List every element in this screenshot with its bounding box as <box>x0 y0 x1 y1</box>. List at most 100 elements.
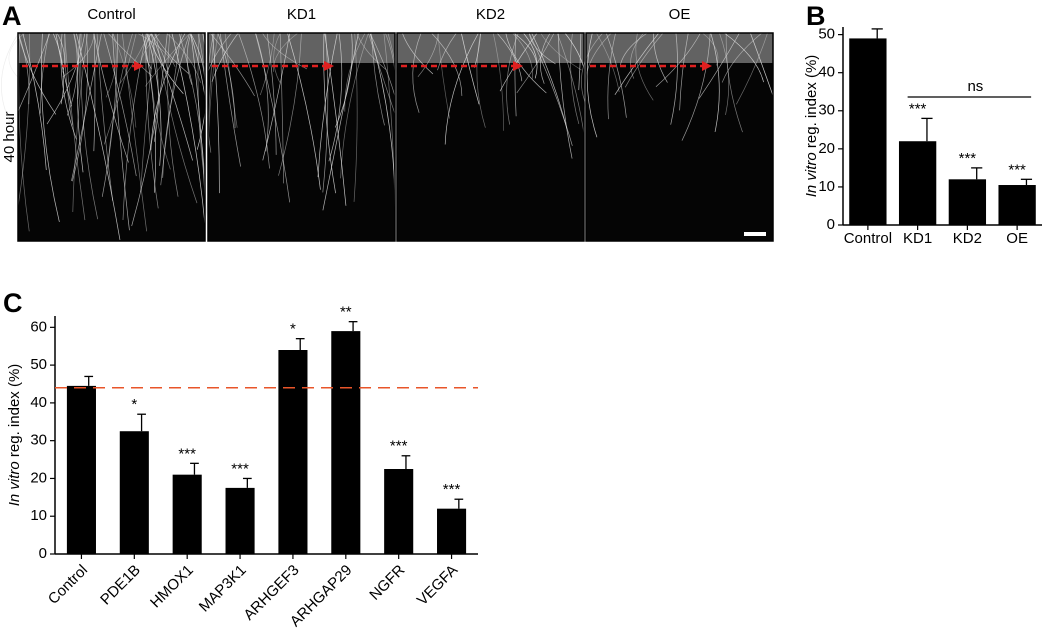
neurite <box>356 32 387 71</box>
micrograph <box>1 32 211 242</box>
column-label: KD1 <box>287 6 316 23</box>
column-label: Control <box>87 6 135 23</box>
neurite <box>40 32 50 114</box>
neurite <box>93 32 129 163</box>
neurite <box>460 32 480 105</box>
y-tick-label: 30 <box>818 102 835 119</box>
neurite <box>528 32 573 146</box>
neurite <box>206 32 214 153</box>
neurite <box>211 32 239 83</box>
neurite <box>417 32 439 78</box>
neurite <box>476 32 486 128</box>
y-tick-label: 40 <box>30 394 47 411</box>
neurite <box>279 32 284 184</box>
image-border <box>207 32 396 242</box>
x-tick-label: Control <box>844 230 892 247</box>
significance: *** <box>390 438 408 455</box>
panel-label: B <box>806 1 826 31</box>
image-bg <box>586 33 773 241</box>
neurite <box>150 32 159 142</box>
neurite <box>719 32 730 115</box>
neurite <box>71 32 88 182</box>
neurite <box>322 32 329 193</box>
neurite <box>166 32 201 83</box>
neurite <box>344 32 366 112</box>
x-tick-label: NGFR <box>366 561 408 603</box>
neurite <box>496 32 523 82</box>
neurite <box>513 32 538 65</box>
neurite <box>670 32 678 125</box>
neurite <box>492 32 504 131</box>
neurite <box>73 32 80 100</box>
neurite <box>710 32 720 133</box>
y-tick-label: 10 <box>30 507 47 524</box>
neurite <box>103 32 137 177</box>
neurite <box>266 32 277 155</box>
significance: *** <box>178 445 196 462</box>
neurite <box>444 32 479 145</box>
neurite <box>80 32 99 220</box>
neurite <box>369 32 396 194</box>
neurite <box>209 32 255 97</box>
neurite <box>474 32 481 68</box>
significance: *** <box>1008 161 1026 178</box>
neurite <box>431 32 463 96</box>
neurite <box>539 32 551 84</box>
neurite <box>145 32 152 70</box>
neurite <box>556 32 585 134</box>
significance: *** <box>909 100 927 117</box>
bar <box>278 350 308 554</box>
neurite <box>619 32 648 66</box>
bar <box>948 179 987 225</box>
neurite <box>725 32 743 133</box>
neurite <box>724 32 764 83</box>
neurite <box>186 32 193 85</box>
neurite <box>630 32 644 79</box>
neurite <box>1 32 20 137</box>
neurite <box>523 32 538 79</box>
panel-label: A <box>2 1 22 31</box>
y-tick-label: 30 <box>30 432 47 449</box>
neurite <box>401 32 434 75</box>
bar <box>331 331 361 554</box>
neurite <box>614 32 660 95</box>
y-tick-label: 10 <box>818 178 835 195</box>
arrow-head <box>324 61 334 71</box>
micrograph <box>581 32 774 242</box>
y-axis-label: In vitro reg. index (%) <box>803 55 820 198</box>
neurite <box>131 32 168 227</box>
neurite <box>278 32 302 176</box>
y-tick-label: 0 <box>39 545 47 562</box>
image-border <box>585 32 774 242</box>
neurite <box>190 32 206 199</box>
neurite <box>17 32 51 112</box>
neurite <box>136 32 176 67</box>
x-tick-label: VEGFA <box>414 562 461 609</box>
neurite <box>605 32 627 118</box>
neurite <box>499 32 538 92</box>
column-label: OE <box>669 6 691 23</box>
neurite <box>698 32 740 99</box>
y-tick-label: 50 <box>30 356 47 373</box>
neurite <box>72 32 88 213</box>
x-tick-label: HMOX1 <box>147 562 197 612</box>
bar <box>66 385 96 554</box>
x-tick-label: OE <box>1006 230 1028 247</box>
image-top <box>18 33 205 63</box>
neurite <box>160 32 182 186</box>
neurite <box>334 32 353 128</box>
neurite <box>119 32 150 85</box>
neurite <box>655 32 701 88</box>
neurite <box>171 32 206 226</box>
neurite <box>52 32 65 105</box>
neurite <box>736 32 768 105</box>
y-label-italic: In vitro <box>6 461 23 506</box>
significance: ** <box>340 304 352 321</box>
neurite <box>272 32 299 72</box>
neurite <box>22 32 47 171</box>
scale-bar <box>744 232 766 236</box>
neurite <box>262 32 308 70</box>
arrow-head <box>702 61 712 71</box>
neurite <box>224 32 238 128</box>
